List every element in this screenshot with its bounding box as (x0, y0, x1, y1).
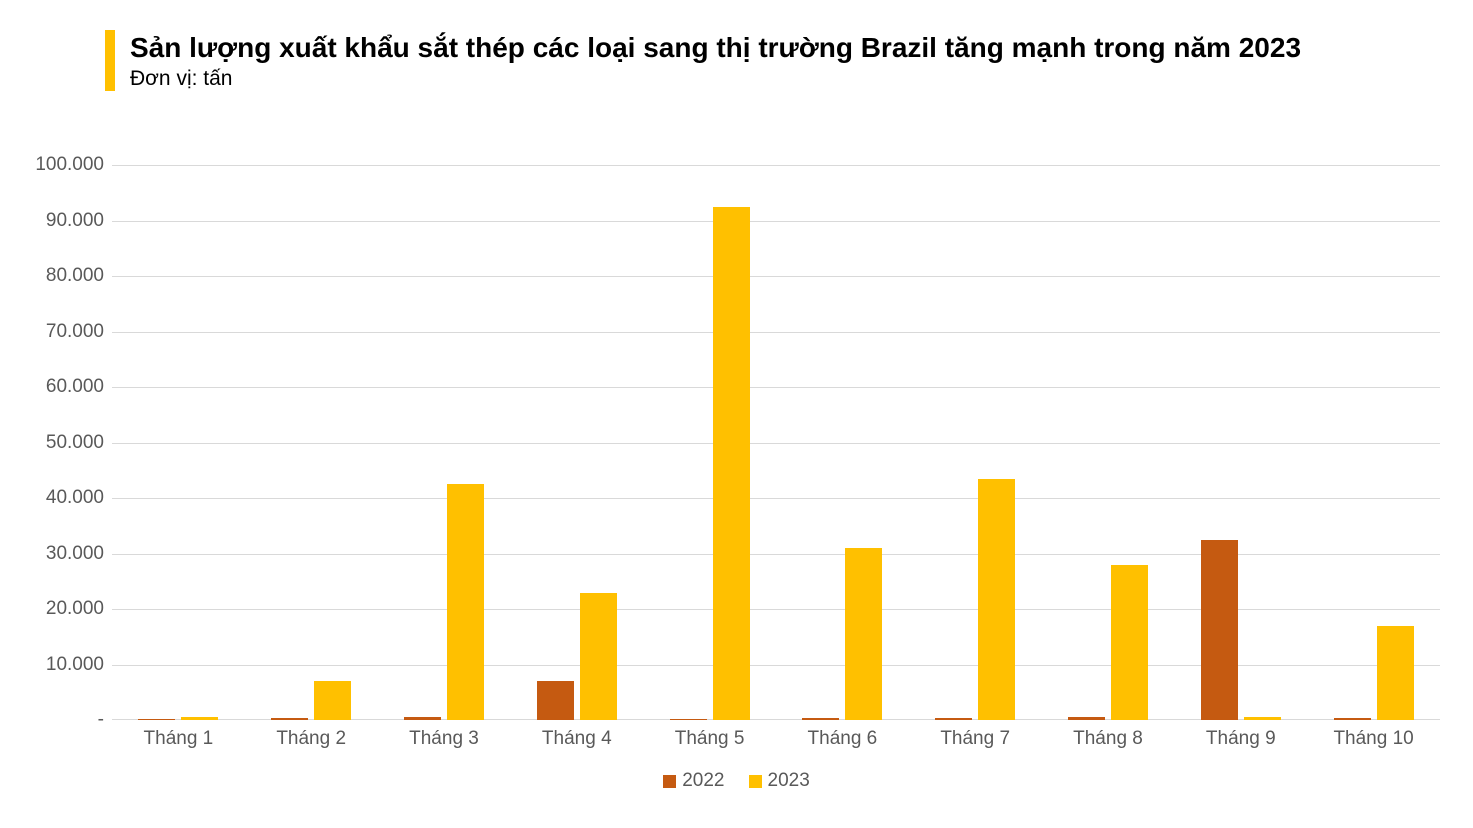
bar-2023 (447, 484, 484, 720)
grid-line (112, 165, 1440, 166)
y-axis-label: 50.000 (46, 432, 104, 454)
chart-title: Sản lượng xuất khẩu sắt thép các loại sa… (130, 30, 1301, 65)
x-axis-label: Tháng 6 (808, 728, 878, 750)
y-axis-label: 40.000 (46, 487, 104, 509)
legend-swatch (749, 775, 762, 788)
bar-2022 (1068, 717, 1105, 720)
y-axis-label: 20.000 (46, 598, 104, 620)
y-axis-label: 70.000 (46, 321, 104, 343)
x-axis-label: Tháng 2 (276, 728, 346, 750)
x-axis-label: Tháng 7 (940, 728, 1010, 750)
x-axis-label: Tháng 3 (409, 728, 479, 750)
y-axis-label: 80.000 (46, 265, 104, 287)
chart-container: Sản lượng xuất khẩu sắt thép các loại sa… (0, 0, 1473, 828)
y-axis-label: 30.000 (46, 543, 104, 565)
grid-line (112, 387, 1440, 388)
plot-area: -10.00020.00030.00040.00050.00060.00070.… (112, 165, 1440, 720)
legend: 2022 2023 (0, 770, 1473, 792)
grid-line (112, 554, 1440, 555)
title-block: Sản lượng xuất khẩu sắt thép các loại sa… (105, 30, 1301, 91)
grid-line (112, 221, 1440, 222)
bar-2022 (537, 681, 574, 720)
legend-swatch (663, 775, 676, 788)
grid-line (112, 443, 1440, 444)
bar-2023 (1111, 565, 1148, 720)
x-axis-label: Tháng 5 (675, 728, 745, 750)
chart-subtitle: Đơn vị: tấn (130, 67, 1301, 91)
grid-line (112, 609, 1440, 610)
grid-line (112, 276, 1440, 277)
bar-2022 (1201, 540, 1238, 720)
x-axis-label: Tháng 8 (1073, 728, 1143, 750)
bar-2023 (1244, 717, 1281, 720)
bar-2022 (271, 718, 308, 720)
y-axis-label: 10.000 (46, 654, 104, 676)
legend-label: 2023 (768, 770, 810, 792)
x-axis-label: Tháng 9 (1206, 728, 1276, 750)
bar-2023 (978, 479, 1015, 720)
bar-2023 (845, 548, 882, 720)
bar-2023 (1377, 626, 1414, 720)
bar-2022 (1334, 718, 1371, 720)
bar-2023 (580, 593, 617, 720)
grid-line (112, 665, 1440, 666)
y-axis-label: 90.000 (46, 210, 104, 232)
bar-2022 (802, 718, 839, 720)
legend-label: 2022 (682, 770, 724, 792)
bar-2022 (935, 718, 972, 720)
bar-2023 (314, 681, 351, 720)
grid-line (112, 498, 1440, 499)
bar-2023 (181, 717, 218, 720)
legend-item: 2023 (749, 770, 810, 792)
bar-2022 (138, 719, 175, 720)
x-axis-label: Tháng 1 (144, 728, 214, 750)
bar-2022 (404, 717, 441, 720)
legend-item: 2022 (663, 770, 724, 792)
y-axis-label: 60.000 (46, 376, 104, 398)
x-axis-baseline (112, 719, 1440, 720)
title-accent-bar (105, 30, 115, 91)
y-axis-label: 100.000 (35, 154, 104, 176)
grid-line (112, 332, 1440, 333)
x-axis-label: Tháng 10 (1333, 728, 1413, 750)
y-axis-label: - (98, 709, 104, 731)
x-axis-label: Tháng 4 (542, 728, 612, 750)
bar-2023 (713, 207, 750, 720)
bar-2022 (670, 719, 707, 720)
title-texts: Sản lượng xuất khẩu sắt thép các loại sa… (130, 30, 1301, 91)
